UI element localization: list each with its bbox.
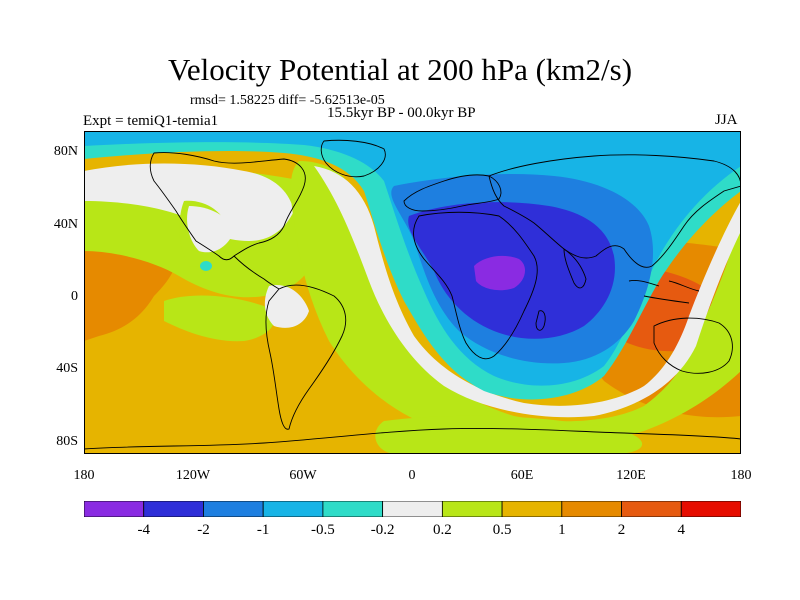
colorbar-label-9: 4	[677, 522, 686, 538]
contour-neutral-gulf	[187, 206, 234, 253]
contour-light-south-pacific	[164, 295, 275, 342]
colorbar-swatch-9	[621, 501, 682, 517]
colorbar-swatch-8	[561, 501, 622, 517]
y-label-40s: 40S	[56, 361, 78, 376]
contour-green-atlantic	[290, 161, 741, 445]
map-frame	[84, 131, 741, 454]
contour-small-cyan-cell	[200, 261, 212, 271]
y-label-80n: 80N	[53, 144, 78, 159]
coastline-layer	[84, 139, 741, 450]
colorbar-label-0: -4	[137, 522, 150, 538]
coastline-indian-subcontinent	[563, 248, 587, 289]
colorbar-swatch-7	[501, 501, 563, 517]
contour-fill-layer	[84, 131, 741, 454]
y-label-40n: 40N	[53, 217, 78, 232]
contour-light-southern-ocean	[375, 415, 643, 454]
colorbar-label-4: -0.2	[370, 522, 395, 538]
x-label-120e: 120E	[616, 468, 646, 483]
colorbar-label-2: -1	[256, 522, 270, 538]
experiment-label: Expt = temiQ1-temia1	[83, 113, 219, 129]
coastline-north-america	[149, 152, 306, 261]
x-label-60e: 60E	[510, 468, 534, 483]
colorbar-label-1: -2	[197, 522, 210, 538]
season-label: JJA	[715, 112, 738, 128]
colorbar-swatch-1	[143, 501, 204, 517]
colorbar-label-8: 2	[617, 522, 626, 538]
y-label-80s: 80S	[56, 434, 78, 449]
colorbar-swatch-4	[322, 501, 384, 517]
coastline-antarctica	[84, 428, 741, 450]
coastline-central-america	[233, 255, 280, 290]
contour-positive-south-pacific	[124, 339, 311, 398]
plot-title: Velocity Potential at 200 hPa (km2/s)	[167, 52, 633, 87]
colorbar-swatch-3	[262, 501, 324, 517]
colorbar-label-5: 0.2	[432, 522, 452, 538]
coastline-indonesia	[628, 280, 700, 304]
colorbar-swatch-0	[84, 501, 145, 517]
x-label-180e: 180	[730, 468, 752, 483]
coastline-europe	[403, 174, 502, 212]
colorbar-swatch-10	[680, 501, 741, 517]
period-label: 15.5kyr BP - 00.0kyr BP	[327, 105, 476, 121]
colorbar	[84, 501, 741, 517]
x-label-180w: 180	[73, 468, 95, 483]
coastline-south-america	[265, 284, 347, 430]
velocity-potential-map	[84, 131, 741, 454]
coastline-australia	[653, 317, 733, 374]
x-label-60w: 60W	[289, 468, 317, 483]
contour-negative-core	[474, 255, 526, 291]
coastline-greenland	[320, 139, 386, 178]
colorbar-label-7: 1	[558, 522, 566, 538]
contour-neutral-atlantic-ring	[314, 166, 741, 418]
x-label-120w: 120W	[175, 468, 211, 483]
contour-small-neutral-cell	[280, 303, 304, 323]
x-label-0: 0	[408, 468, 416, 483]
y-label-equator: 0	[71, 289, 78, 304]
colorbar-swatch-5	[382, 501, 443, 517]
coastline-africa	[413, 211, 538, 360]
colorbar-swatch-6	[441, 501, 503, 517]
colorbar-swatch-2	[203, 501, 264, 517]
colorbar-label-3: -0.5	[311, 522, 335, 538]
coastline-madagascar	[535, 310, 546, 331]
stats-line: rmsd= 1.58225 diff= -5.62513e-05	[190, 93, 385, 108]
colorbar-label-6: 0.5	[492, 522, 512, 538]
coastline-asia	[488, 154, 741, 268]
